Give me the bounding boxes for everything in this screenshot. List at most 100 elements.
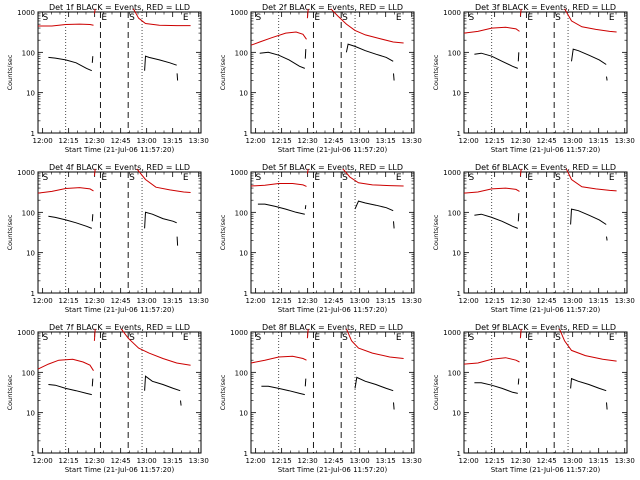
x-tick-label: 13:15	[376, 457, 396, 465]
lld-series-segment	[564, 8, 617, 33]
x-tick-label: 12:45	[111, 137, 131, 145]
plot-frame	[463, 331, 628, 454]
events-series-segment	[570, 208, 607, 225]
panel-title: Det 7f BLACK = Events, RED = LLD	[49, 323, 190, 332]
x-tick-label: 13:00	[137, 297, 157, 305]
detector-panel-7: Det 7f BLACK = Events, RED = LLD 1 10 100 10…	[6, 323, 209, 474]
x-tick-label: 13:30	[615, 297, 635, 305]
y-tick-label: 10	[26, 90, 35, 98]
event-marker-label: S	[42, 173, 48, 183]
panel-title: Det 8f BLACK = Events, RED = LLD	[262, 323, 403, 332]
detector-panel-8: Det 8f BLACK = Events, RED = LLD 1 10 100 10…	[219, 323, 422, 474]
event-marker-label: E	[101, 333, 107, 343]
event-marker-label: E	[314, 333, 320, 343]
event-marker-label: E	[314, 173, 320, 183]
x-tick-label: 12:00	[246, 457, 266, 465]
x-axis-label: Start Time (21-Jul-06 11:57:20)	[65, 466, 175, 474]
event-marker-label: S	[468, 13, 474, 23]
lld-series-segment	[519, 328, 522, 339]
lld-series-segment	[250, 355, 307, 364]
events-series-segment	[517, 213, 520, 222]
lld-series-segment	[306, 168, 309, 174]
x-tick-label: 13:30	[189, 297, 209, 305]
x-tick-label: 12:45	[324, 457, 344, 465]
event-marker-label: S	[555, 333, 561, 343]
lld-series-segment	[558, 328, 617, 362]
detector-panel-6: Det 6f BLACK = Events, RED = LLD 1 10 100 10…	[432, 163, 635, 314]
events-series-segment	[144, 211, 177, 229]
x-tick-label: 13:15	[376, 297, 396, 305]
x-tick-label: 13:00	[137, 457, 157, 465]
event-marker-label: E	[183, 333, 189, 343]
x-tick-label: 12:30	[511, 137, 531, 145]
x-tick-label: 12:15	[272, 297, 292, 305]
y-tick-label: 1	[244, 450, 248, 458]
event-marker-label: S	[255, 173, 261, 183]
y-tick-label: 1	[31, 130, 35, 138]
x-axis-label: Start Time (21-Jul-06 11:57:20)	[491, 306, 601, 314]
lld-series-segment	[565, 168, 617, 192]
x-tick-label: 12:30	[85, 457, 105, 465]
events-series-segment	[180, 400, 182, 406]
event-marker-label: S	[468, 173, 474, 183]
x-axis-label: Start Time (21-Jul-06 11:57:20)	[65, 146, 175, 154]
panel-title: Det 9f BLACK = Events, RED = LLD	[475, 323, 616, 332]
x-axis-label: Start Time (21-Jul-06 11:57:20)	[278, 146, 388, 154]
y-tick-label: 1000	[230, 169, 248, 177]
event-marker-label: S	[42, 333, 48, 343]
y-tick-label: 10	[239, 250, 248, 258]
event-marker-label: S	[342, 333, 348, 343]
y-tick-label: 1	[31, 450, 35, 458]
events-series-segment	[393, 402, 395, 410]
x-tick-label: 12:15	[59, 457, 79, 465]
lld-series-segment	[93, 328, 96, 341]
y-tick-label: 100	[448, 209, 461, 217]
y-tick-label: 10	[26, 250, 35, 258]
lld-series-segment	[132, 8, 191, 27]
y-axis-label: Counts/sec	[219, 374, 227, 410]
event-marker-label: S	[129, 333, 135, 343]
y-tick-label: 1000	[443, 9, 461, 17]
lld-series-segment	[342, 168, 404, 187]
events-series-segment	[606, 402, 608, 410]
events-series-segment	[91, 378, 94, 387]
events-series-segment	[354, 376, 394, 392]
y-tick-label: 1	[244, 130, 248, 138]
detector-panel-4: Det 4f BLACK = Events, RED = LLD 1 10 100 10…	[6, 163, 209, 314]
y-axis-label: Counts/sec	[432, 374, 440, 410]
x-tick-label: 12:15	[485, 137, 505, 145]
events-series-segment	[304, 205, 307, 210]
y-axis-label: Counts/sec	[6, 54, 14, 90]
x-tick-label: 12:00	[459, 457, 479, 465]
x-tick-label: 13:00	[350, 137, 370, 145]
x-tick-label: 13:00	[350, 457, 370, 465]
detector-panel-5: Det 5f BLACK = Events, RED = LLD 1 10 100 10…	[219, 163, 422, 314]
event-marker-label: E	[396, 173, 402, 183]
events-series-segment	[517, 378, 520, 385]
x-tick-label: 13:15	[589, 297, 609, 305]
x-axis-label: Start Time (21-Jul-06 11:57:20)	[491, 146, 601, 154]
y-tick-label: 1000	[443, 329, 461, 337]
x-tick-label: 12:15	[485, 457, 505, 465]
events-series-segment	[257, 203, 305, 215]
x-tick-label: 13:30	[189, 457, 209, 465]
x-tick-label: 13:30	[189, 137, 209, 145]
y-tick-label: 1	[457, 290, 461, 298]
x-tick-label: 13:30	[615, 137, 635, 145]
x-tick-label: 12:30	[298, 137, 318, 145]
x-tick-label: 12:00	[246, 297, 266, 305]
event-marker-label: S	[342, 13, 348, 23]
x-tick-label: 13:00	[563, 297, 583, 305]
x-tick-label: 12:30	[85, 297, 105, 305]
y-tick-label: 100	[235, 49, 248, 57]
event-marker-label: E	[183, 173, 189, 183]
x-axis-label: Start Time (21-Jul-06 11:57:20)	[65, 306, 175, 314]
lld-series-segment	[93, 8, 96, 14]
events-series-segment	[304, 49, 307, 59]
y-tick-label: 1000	[443, 169, 461, 177]
x-tick-label: 12:45	[537, 457, 557, 465]
lld-series-segment	[306, 8, 309, 19]
x-tick-label: 13:00	[350, 297, 370, 305]
lld-series-segment	[306, 328, 309, 339]
